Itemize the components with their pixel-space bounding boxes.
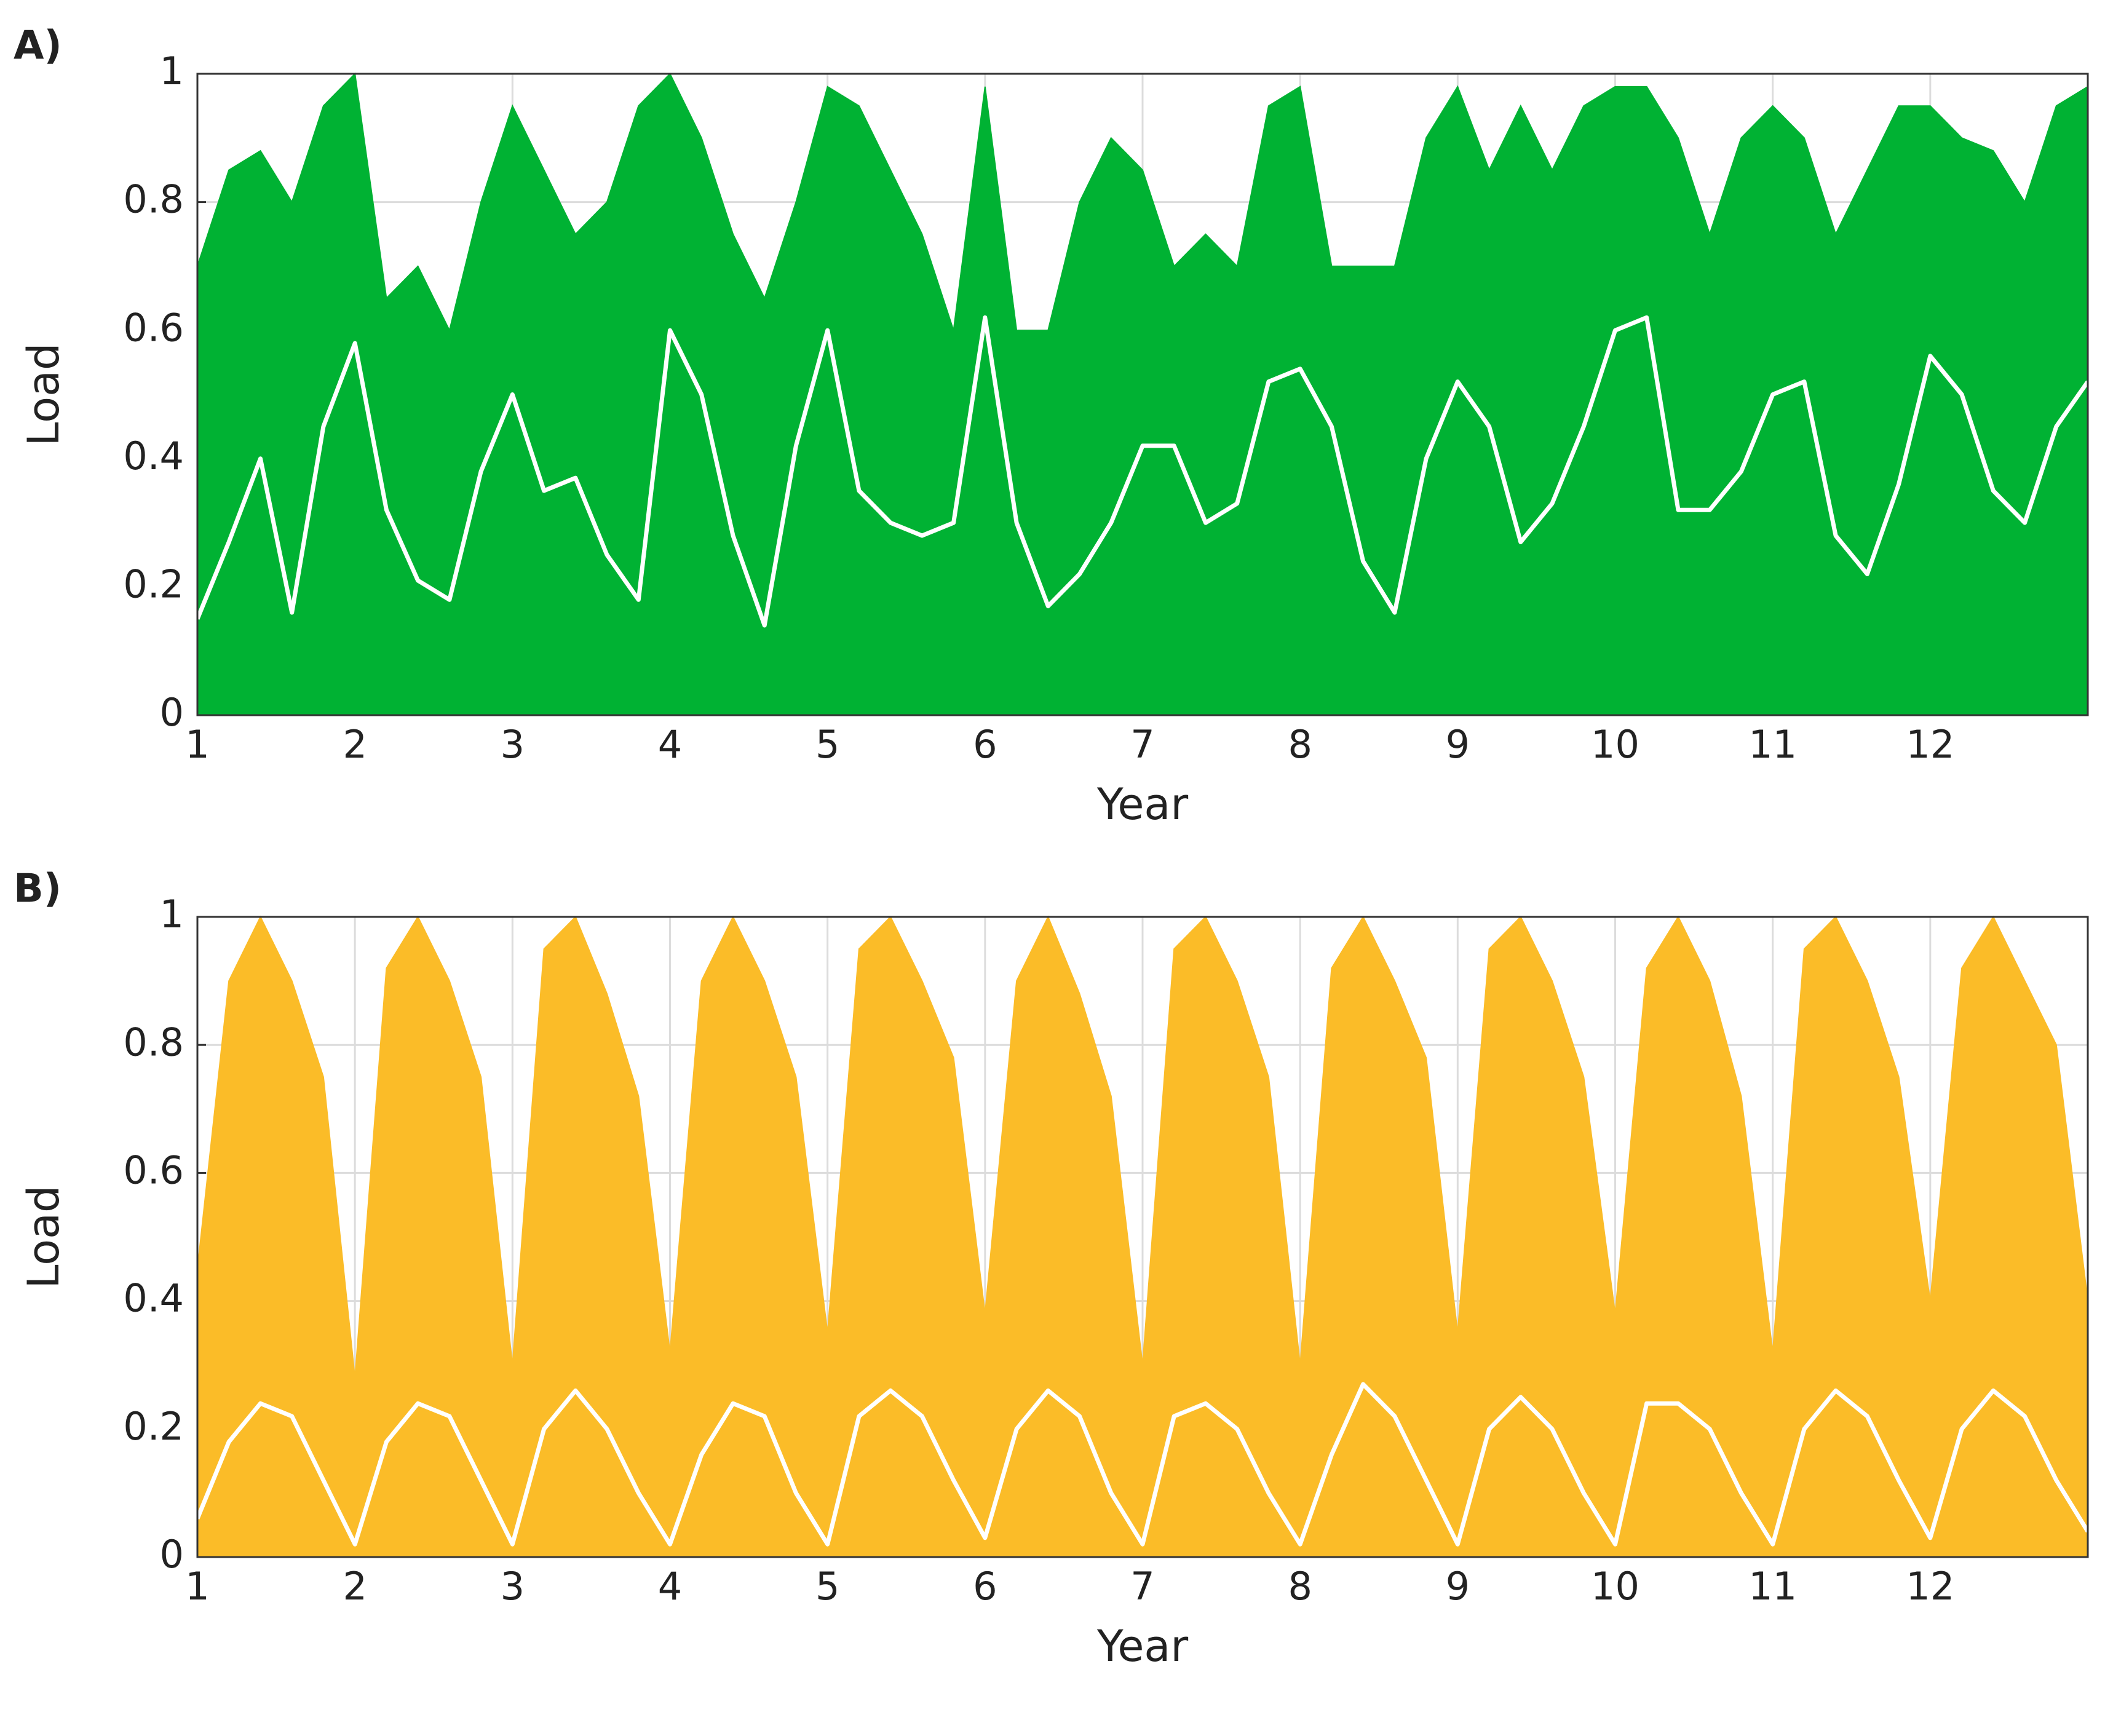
y-tick-label: 1 bbox=[160, 892, 184, 937]
x-tick-label: 9 bbox=[1446, 722, 1470, 767]
area bbox=[197, 915, 2088, 1558]
x-tick-label: 4 bbox=[658, 722, 682, 767]
y-tick-label: 0.6 bbox=[123, 305, 184, 350]
line bbox=[195, 315, 2090, 628]
y-tick-label: 0.4 bbox=[123, 1276, 184, 1321]
x-tick-label: 12 bbox=[1906, 1564, 1954, 1609]
panel-label: B) bbox=[14, 866, 61, 912]
y-tick-label: 0.8 bbox=[123, 177, 184, 222]
plot-frame bbox=[196, 73, 2089, 716]
plot-frame bbox=[196, 916, 2089, 1558]
y-tick-label: 0.6 bbox=[123, 1147, 184, 1192]
panel-label: A) bbox=[14, 23, 62, 69]
x-tick-label: 8 bbox=[1288, 722, 1312, 767]
x-axis-label: Year bbox=[1096, 1621, 1188, 1671]
y-tick-label: 0.8 bbox=[123, 1020, 184, 1064]
x-tick-label: 5 bbox=[815, 1564, 839, 1609]
y-tick-label: 0.2 bbox=[123, 1404, 184, 1449]
y-tick-label: 0.2 bbox=[123, 561, 184, 606]
x-tick-label: 1 bbox=[185, 1564, 209, 1609]
x-tick-label: 8 bbox=[1288, 1564, 1312, 1609]
x-tick-label: 4 bbox=[658, 1564, 682, 1609]
y-axis-label: Load bbox=[18, 1186, 69, 1289]
y-tick-label: 0.4 bbox=[123, 434, 184, 478]
x-tick-label: 6 bbox=[973, 1564, 997, 1609]
x-tick-label: 10 bbox=[1591, 722, 1639, 767]
x-tick-label: 3 bbox=[501, 1564, 525, 1609]
y-tick-label: 0 bbox=[160, 690, 184, 735]
y-axis-label: Load bbox=[18, 343, 69, 446]
x-tick-label: 2 bbox=[343, 722, 367, 767]
x-tick-label: 12 bbox=[1906, 722, 1954, 767]
x-tick-label: 9 bbox=[1446, 1564, 1470, 1609]
x-tick-label: 3 bbox=[501, 722, 525, 767]
y-tick-label: 1 bbox=[160, 49, 184, 93]
x-tick-label: 7 bbox=[1130, 722, 1154, 767]
x-axis-label: Year bbox=[1096, 779, 1188, 830]
y-tick-label: 0 bbox=[160, 1532, 184, 1577]
area bbox=[197, 72, 2088, 716]
x-tick-label: 5 bbox=[815, 722, 839, 767]
x-tick-label: 11 bbox=[1748, 1564, 1797, 1609]
x-tick-label: 10 bbox=[1591, 1564, 1639, 1609]
x-tick-label: 1 bbox=[185, 722, 209, 767]
x-tick-label: 6 bbox=[973, 722, 997, 767]
x-tick-label: 2 bbox=[343, 1564, 367, 1609]
line bbox=[195, 1382, 2090, 1547]
x-tick-label: 7 bbox=[1130, 1564, 1154, 1609]
x-tick-label: 11 bbox=[1748, 722, 1797, 767]
